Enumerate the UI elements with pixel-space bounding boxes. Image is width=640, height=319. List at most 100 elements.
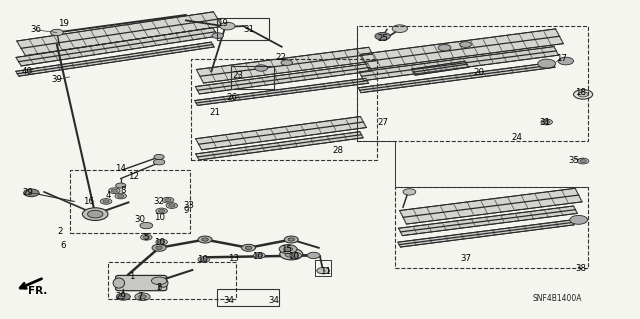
Circle shape — [152, 277, 167, 285]
Circle shape — [438, 45, 451, 51]
Text: 39: 39 — [51, 75, 62, 84]
Text: 30: 30 — [134, 215, 145, 224]
Text: 5: 5 — [143, 233, 149, 242]
Ellipse shape — [113, 278, 125, 288]
Bar — [108, 262, 236, 299]
Text: 24: 24 — [511, 133, 522, 142]
Text: 15: 15 — [282, 245, 292, 254]
Bar — [216, 289, 279, 306]
Text: 26: 26 — [227, 93, 237, 102]
Bar — [315, 260, 331, 276]
Circle shape — [156, 246, 163, 249]
Text: 1: 1 — [129, 272, 134, 281]
Polygon shape — [196, 132, 363, 160]
Circle shape — [139, 295, 147, 299]
Text: 10: 10 — [287, 252, 299, 261]
Circle shape — [280, 249, 303, 260]
Text: 27: 27 — [377, 117, 388, 127]
Circle shape — [156, 208, 168, 214]
Text: 25: 25 — [377, 34, 388, 43]
Circle shape — [100, 198, 112, 204]
Circle shape — [141, 234, 152, 240]
Circle shape — [578, 92, 588, 97]
Circle shape — [83, 208, 108, 220]
Text: 28: 28 — [332, 146, 344, 155]
Bar — [216, 18, 269, 41]
Text: 34: 34 — [224, 296, 235, 305]
Text: FR.: FR. — [28, 286, 47, 295]
Circle shape — [154, 159, 165, 165]
Text: 10: 10 — [154, 213, 164, 222]
Bar — [396, 187, 588, 268]
Text: 17: 17 — [556, 54, 567, 63]
Bar — [357, 26, 588, 141]
Circle shape — [165, 199, 171, 202]
Text: 29: 29 — [115, 292, 126, 301]
Circle shape — [116, 293, 131, 300]
Circle shape — [245, 246, 252, 249]
Text: 7: 7 — [137, 292, 143, 301]
Text: 23: 23 — [233, 71, 244, 80]
Text: 3: 3 — [156, 283, 162, 292]
Circle shape — [392, 25, 408, 33]
Polygon shape — [399, 188, 582, 224]
Circle shape — [558, 57, 573, 65]
Circle shape — [135, 293, 150, 300]
Circle shape — [403, 189, 416, 195]
Text: 4: 4 — [105, 190, 111, 200]
Text: 6: 6 — [61, 241, 66, 250]
Bar — [191, 59, 378, 160]
Text: 11: 11 — [319, 267, 331, 276]
Circle shape — [577, 158, 589, 164]
Circle shape — [88, 210, 103, 218]
Circle shape — [169, 204, 175, 207]
Circle shape — [284, 247, 292, 251]
Text: 36: 36 — [30, 26, 42, 34]
Circle shape — [140, 222, 153, 229]
Text: 33: 33 — [184, 201, 195, 210]
Circle shape — [198, 236, 212, 243]
Bar — [70, 170, 189, 233]
Circle shape — [253, 253, 265, 258]
Circle shape — [202, 238, 208, 241]
Ellipse shape — [159, 279, 168, 287]
Circle shape — [573, 90, 593, 99]
Text: 31: 31 — [243, 26, 254, 34]
Circle shape — [307, 252, 320, 259]
Bar — [230, 66, 274, 89]
Circle shape — [159, 241, 164, 244]
Text: 10: 10 — [154, 238, 164, 247]
Circle shape — [317, 268, 330, 274]
Circle shape — [580, 160, 586, 163]
Circle shape — [460, 42, 471, 48]
Text: 32: 32 — [154, 197, 164, 206]
Circle shape — [143, 236, 150, 239]
Polygon shape — [17, 12, 222, 56]
Polygon shape — [399, 206, 577, 236]
Text: 21: 21 — [209, 108, 220, 117]
Circle shape — [115, 193, 127, 199]
Circle shape — [156, 239, 168, 245]
Circle shape — [159, 209, 164, 212]
Text: 34: 34 — [269, 296, 280, 305]
Text: 12: 12 — [128, 172, 139, 181]
Text: 14: 14 — [115, 164, 126, 173]
Circle shape — [220, 22, 235, 30]
Circle shape — [290, 253, 301, 258]
Circle shape — [198, 257, 209, 263]
Text: 31: 31 — [540, 117, 550, 127]
Circle shape — [109, 188, 120, 194]
Circle shape — [103, 200, 109, 203]
Text: 9: 9 — [183, 206, 189, 215]
Text: 35: 35 — [569, 156, 580, 165]
Circle shape — [292, 254, 299, 257]
Circle shape — [212, 33, 223, 39]
Polygon shape — [412, 61, 468, 75]
Polygon shape — [196, 116, 367, 150]
Polygon shape — [358, 63, 555, 93]
Circle shape — [24, 189, 39, 197]
Circle shape — [51, 29, 63, 36]
Text: 19: 19 — [218, 19, 228, 28]
Circle shape — [255, 65, 268, 71]
Text: 2: 2 — [58, 227, 63, 236]
